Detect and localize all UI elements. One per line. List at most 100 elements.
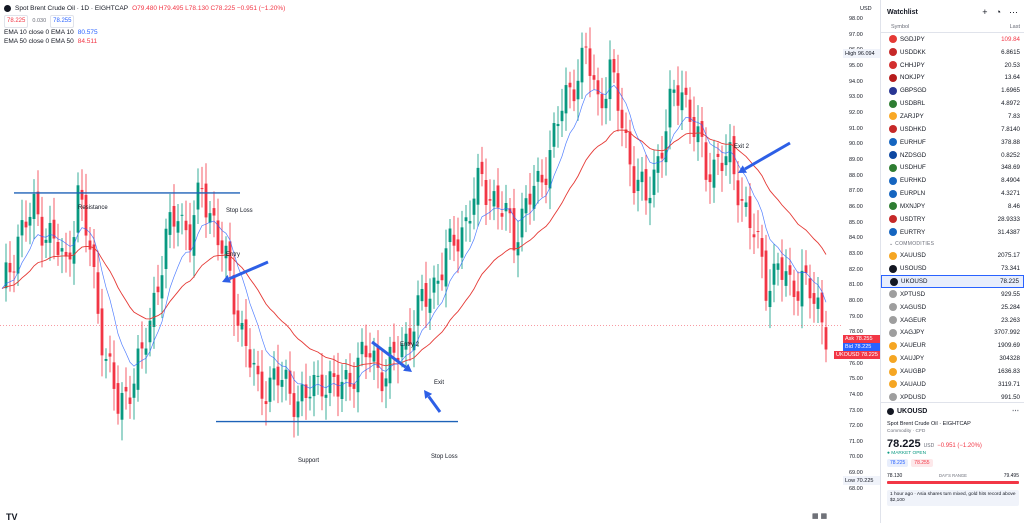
candle-body — [728, 142, 732, 163]
price-tick: 78.00 — [849, 329, 863, 336]
ema10-legend[interactable]: EMA 10 close 0 EMA 10 80.575 — [4, 28, 285, 37]
watchlist-row[interactable]: XAUAUD 3119.71 — [881, 378, 1024, 391]
candle-body — [72, 237, 76, 264]
watchlist-row[interactable]: USDDKK 6.8615 — [881, 46, 1024, 59]
candle-body — [512, 208, 516, 251]
watchlist-last: 2075.17 — [997, 252, 1020, 260]
watchlist-row[interactable]: MXNJPY 8.46 — [881, 200, 1024, 213]
candle-body — [484, 179, 488, 205]
candle-body — [380, 372, 384, 392]
watchlist-row[interactable]: XPTUSD 929.55 — [881, 288, 1024, 301]
news-item[interactable]: 1 hour ago · Asia shares turn mixed, gol… — [887, 490, 1019, 506]
watchlist-row[interactable]: NZDSGD 0.8252 — [881, 149, 1024, 162]
low-label: Low — [845, 477, 856, 484]
candle-body — [64, 251, 68, 257]
watchlist-symbol: EURPLN — [900, 190, 926, 198]
chart-area[interactable]: Spot Brent Crude Oil · 1D · EIGHTCAP O79… — [0, 0, 880, 523]
last-price-value: 78.225 — [861, 352, 878, 358]
candle-body — [16, 236, 20, 274]
price-tick: 72.00 — [849, 423, 863, 430]
detail-name: Spot Brent Crude Oil · EIGHTCAP — [887, 421, 971, 427]
more-icon[interactable]: ⋯ — [1009, 6, 1018, 17]
watchlist-row[interactable]: EURPLN 4.3271 — [881, 187, 1024, 200]
watchlist-row[interactable]: EURHUF 378.88 — [881, 136, 1024, 149]
watchlist-row[interactable]: USDHKD 7.8140 — [881, 123, 1024, 136]
candle-body — [756, 231, 760, 233]
watchlist-row[interactable]: ZARJPY 7.83 — [881, 110, 1024, 123]
watchlist-row[interactable]: CHHJPY 20.53 — [881, 59, 1024, 72]
detail-symbol[interactable]: UKOUSD — [897, 407, 928, 415]
symbol-flag-icon — [889, 138, 897, 147]
candle-body — [280, 379, 284, 387]
symbol-detail: UKOUSD ⋯ Spot Brent Crude Oil · EIGHTCAP… — [881, 402, 1024, 523]
detail-more-icon[interactable]: ⋯ — [1012, 408, 1019, 415]
watchlist-row[interactable]: XAUUSD 2075.17 — [881, 250, 1024, 263]
candle-body — [252, 362, 256, 365]
candle-body — [116, 383, 120, 414]
watchlist-row[interactable]: XAGUSD 25.284 — [881, 301, 1024, 314]
ask-button[interactable]: 78.255 — [50, 15, 75, 28]
watchlist-row[interactable]: USOUSD 73.341 — [881, 262, 1024, 275]
symbol-title[interactable]: Spot Brent Crude Oil · 1D · EIGHTCAP — [15, 5, 129, 12]
watchlist-row[interactable]: XAUGBP 1636.83 — [881, 365, 1024, 378]
watchlist-symbol: XPTUSD — [900, 290, 926, 298]
watchlist-row[interactable]: SGDJPY 109.84 — [881, 33, 1024, 46]
candle-body — [172, 205, 176, 227]
candle-body — [288, 370, 292, 394]
col-last[interactable]: Last — [1009, 24, 1020, 30]
watchlist-row[interactable]: XAGEUR 23.263 — [881, 314, 1024, 327]
price-tick: 97.00 — [849, 31, 863, 38]
watchlist-row[interactable]: XAUEUR 1909.69 — [881, 339, 1024, 352]
watchlist-row[interactable]: USDBRL 4.8972 — [881, 97, 1024, 110]
watchlist-row[interactable]: EURTRY 31.4387 — [881, 226, 1024, 239]
symbol-flag-icon — [889, 380, 897, 389]
tradingview-logo[interactable]: TV — [6, 512, 18, 522]
candle-body — [108, 353, 112, 357]
candle-body — [184, 220, 188, 231]
watchlist-title[interactable]: Watchlist — [887, 8, 918, 16]
watchlist-row[interactable]: GBPSGD 1.6965 — [881, 84, 1024, 97]
clock-icon[interactable]: ◔ — [995, 6, 1001, 17]
price-chart[interactable] — [0, 0, 880, 523]
ema50-legend[interactable]: EMA 50 close 0 EMA 50 84.511 — [4, 37, 285, 46]
price-tick: 94.00 — [849, 78, 863, 85]
watchlist-columns: Symbol Last — [881, 24, 1024, 33]
watchlist-row[interactable]: EURHKD 8.4904 — [881, 174, 1024, 187]
watchlist-row[interactable]: USDHUF 348.69 — [881, 161, 1024, 174]
resistance-label: Resistance — [78, 205, 108, 211]
price-tick: 70.00 — [849, 454, 863, 461]
candle-body — [644, 169, 648, 201]
candle-body — [296, 401, 300, 418]
watchlist-row[interactable]: USDTRY 28.9333 — [881, 213, 1024, 226]
candle-body — [668, 88, 672, 128]
add-symbol-icon[interactable]: + — [982, 6, 988, 17]
price-axis[interactable]: 98.0097.0096.0095.0094.0093.0092.0091.00… — [846, 0, 880, 523]
candle-body — [424, 283, 428, 307]
candle-body — [376, 346, 380, 368]
watchlist-row[interactable]: NOKJPY 13.64 — [881, 72, 1024, 85]
price-tick: 81.00 — [849, 282, 863, 289]
watchlist-symbol: USDDKK — [900, 48, 926, 56]
watchlist-symbol: SGDJPY — [900, 35, 925, 43]
currency-label[interactable]: USD — [860, 6, 872, 12]
watchlist-row[interactable]: XAUJPY 304328 — [881, 352, 1024, 365]
col-symbol[interactable]: Symbol — [891, 24, 910, 30]
candle-body — [176, 221, 180, 233]
candle-body — [532, 185, 536, 209]
candle-body — [448, 228, 452, 243]
bid-button[interactable]: 78.225 — [4, 15, 29, 28]
section-commodities[interactable]: ⌄ COMMODITIES — [889, 241, 935, 247]
candle-body — [736, 180, 740, 206]
candle-body — [648, 197, 652, 204]
watchlist-row[interactable]: XAGJPY 3707.992 — [881, 327, 1024, 340]
candle-body — [200, 188, 204, 190]
flags-icon[interactable]: ▦ ▦ — [812, 513, 828, 520]
watchlist-row[interactable]: XPDUSD 991.50 — [881, 391, 1024, 404]
high-tag: High 96.094 — [843, 49, 880, 58]
price-tick: 87.00 — [849, 188, 863, 195]
watchlist-row[interactable]: UKOUSD 78.225 — [881, 275, 1024, 289]
candle-body — [672, 89, 676, 93]
detail-ask[interactable]: 78.255 — [911, 459, 933, 467]
chart-legend: Spot Brent Crude Oil · 1D · EIGHTCAP O79… — [4, 4, 285, 46]
detail-bid[interactable]: 78.225 — [887, 459, 909, 467]
